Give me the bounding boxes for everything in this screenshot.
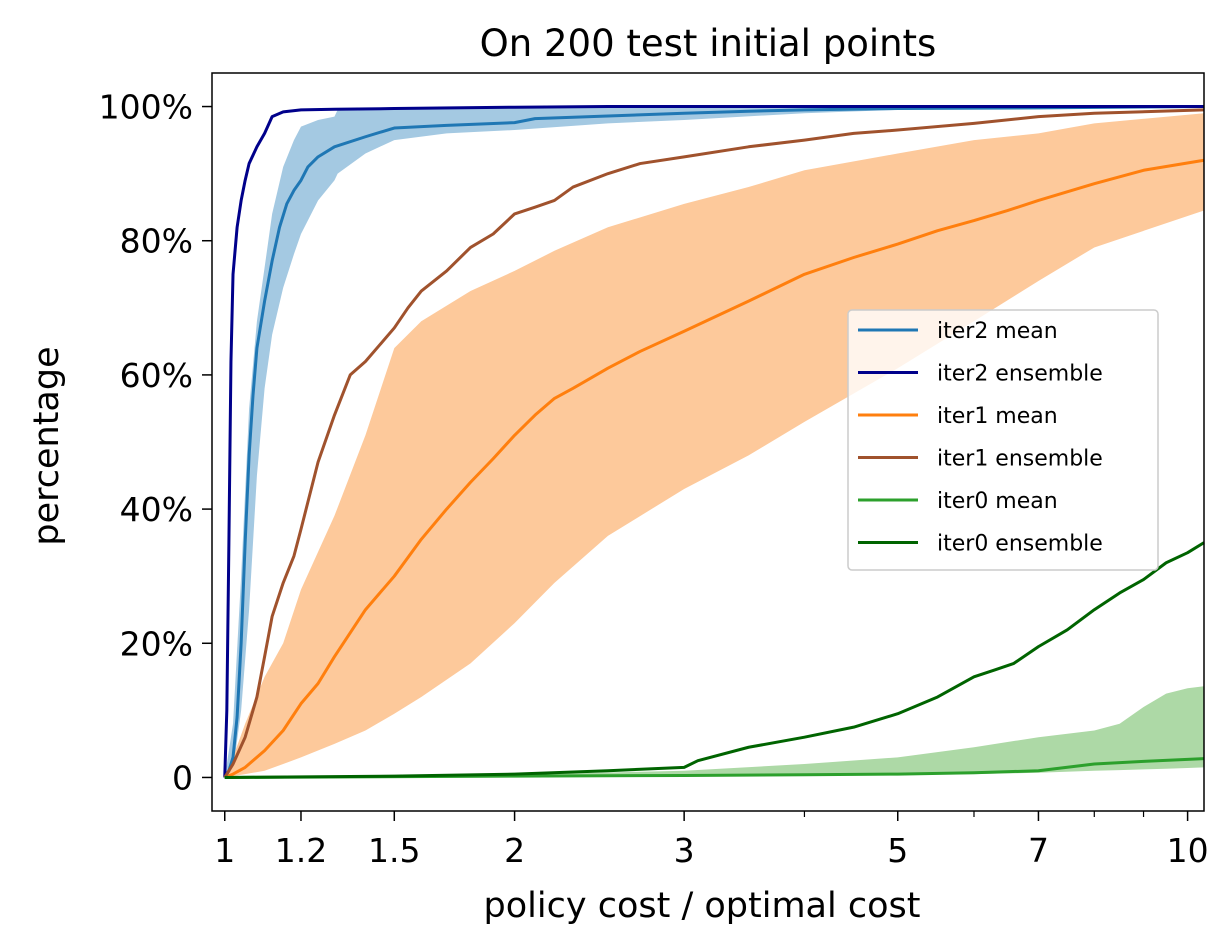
legend-label: iter1 ensemble <box>937 447 1103 472</box>
x-tick-label: 5 <box>887 831 908 870</box>
y-tick-label: 20% <box>120 624 193 663</box>
legend-label: iter0 ensemble <box>937 532 1103 557</box>
iter2-ensemble-line <box>223 105 1204 778</box>
legend: iter2 mean iter2 ensemble iter1 mean iter1 … <box>847 309 1159 571</box>
data-lines <box>223 105 1205 779</box>
chart-title: On 200 test initial points <box>480 22 937 65</box>
y-axis-label: percentage <box>27 346 67 545</box>
confidence-bands <box>224 106 1205 778</box>
x-axis: 1 1.2 1.5 2 3 5 7 10 <box>214 811 1209 870</box>
x-tick-label: 2 <box>504 831 525 870</box>
legend-label: iter2 mean <box>937 319 1058 344</box>
y-tick-label: 100% <box>99 88 193 127</box>
iter2-range-band <box>224 106 1205 778</box>
iter1-ensemble-line <box>223 108 1205 779</box>
legend-label: iter1 mean <box>937 404 1058 429</box>
x-axis-label: policy cost / optimal cost <box>484 886 921 926</box>
plot-frame <box>211 72 1205 812</box>
y-tick-label: 60% <box>120 356 193 395</box>
legend-label: iter2 ensemble <box>937 362 1103 387</box>
iter0-ensemble-line <box>224 541 1205 779</box>
x-tick-label: 10 <box>1167 831 1209 870</box>
x-tick-label: 1.2 <box>275 831 327 870</box>
legend-label: iter0 mean <box>937 489 1058 514</box>
iter1-range-band <box>224 113 1205 778</box>
x-tick-label: 1.5 <box>368 831 420 870</box>
iter0-mean-line <box>224 757 1205 779</box>
y-tick-label: 80% <box>120 222 193 261</box>
y-tick-label: 0 <box>172 758 193 797</box>
y-tick-label: 40% <box>120 490 193 529</box>
x-tick-label: 3 <box>674 831 695 870</box>
iter0-range-band <box>224 686 1205 778</box>
y-axis: 0 20% 40% 60% 80% 100% <box>99 88 212 797</box>
legend-items: iter2 mean iter2 ensemble iter1 mean iter1 … <box>858 319 1103 557</box>
iter1-mean-line <box>224 158 1205 779</box>
x-tick-label: 1 <box>214 831 235 870</box>
x-tick-label: 7 <box>1028 831 1049 870</box>
legend-box <box>847 309 1159 571</box>
iter2-mean-line <box>223 105 1205 779</box>
